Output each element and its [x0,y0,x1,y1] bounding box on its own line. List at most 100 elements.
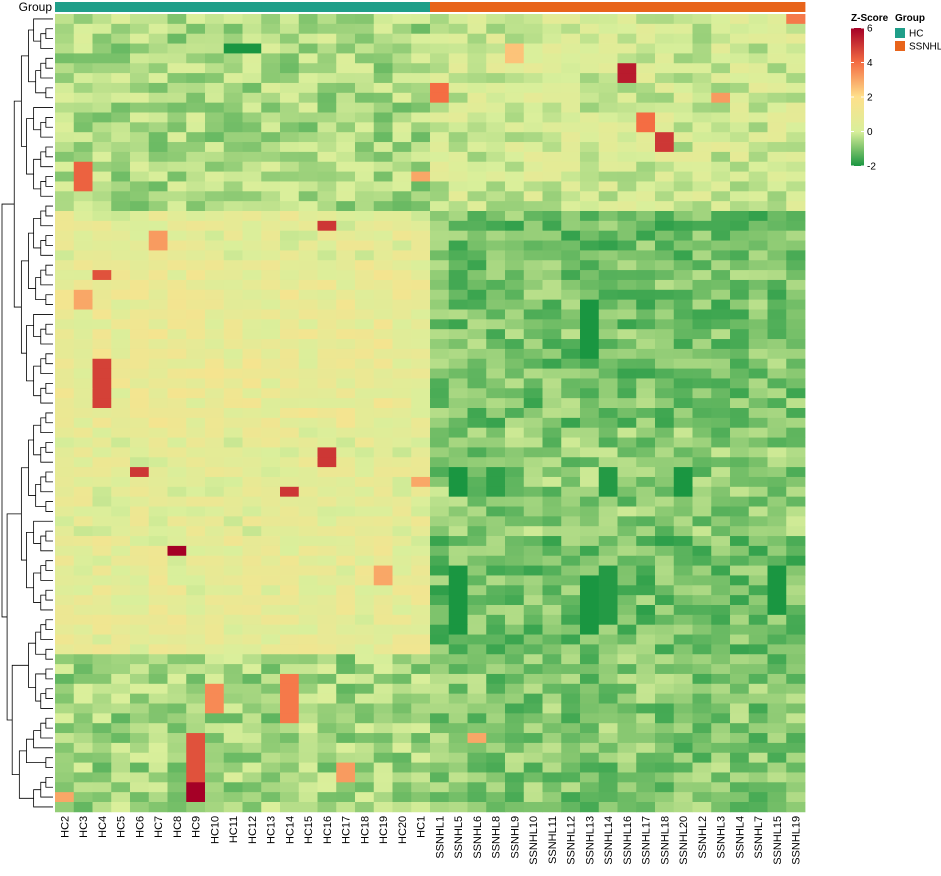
heatmap-cell [73,664,93,675]
heatmap-cell [542,279,562,291]
heatmap-cell [561,762,581,773]
heatmap-cell [467,171,487,182]
heatmap-cell [223,339,243,350]
group-bar-segment [411,2,431,12]
group-bar-segment [242,2,262,12]
heatmap-cell [692,713,712,724]
heatmap-cell [580,565,600,576]
heatmap-cell [467,792,487,803]
heatmap-cell [448,161,468,172]
heatmap-cell [448,151,468,163]
heatmap-cell [298,496,318,507]
heatmap-cell [130,53,150,64]
heatmap-cell [336,319,356,330]
heatmap-cell [598,191,618,202]
heatmap-cell [767,151,787,163]
heatmap-cell [692,151,712,163]
heatmap-cell [280,378,300,389]
heatmap-cell [561,595,581,606]
heatmap-cell [242,467,262,478]
heatmap-cell [786,151,806,163]
heatmap-cell [298,644,318,655]
heatmap-cell [355,398,375,409]
heatmap-cell [448,526,468,537]
heatmap-cell [280,201,300,212]
heatmap-cell [148,595,168,606]
heatmap-cell [636,23,656,35]
heatmap-cell [486,644,506,655]
heatmap-cell [430,23,450,35]
heatmap-cell [711,220,731,232]
heatmap-cell [748,565,768,576]
heatmap-cell [373,654,393,665]
heatmap-cell [223,545,243,557]
heatmap-cell [92,299,112,310]
heatmap-cell [561,132,581,143]
heatmap-cell [430,506,450,517]
heatmap-cell [392,427,412,438]
heatmap-cell [711,329,731,340]
heatmap-cell [111,762,131,773]
heatmap-cell [561,260,581,271]
heatmap-cell [523,132,543,143]
heatmap-cell [711,457,731,468]
heatmap-cell [636,476,656,488]
heatmap-cell [167,526,187,537]
heatmap-cell [542,358,562,369]
heatmap-cell [317,279,337,291]
heatmap-cell [111,605,131,616]
heatmap-cell [523,23,543,35]
heatmap-cell [448,260,468,271]
heatmap-cell [167,673,187,685]
heatmap-cell [205,476,225,488]
heatmap-cell [430,565,450,576]
heatmap-cell [148,772,168,783]
heatmap-cell [336,92,356,104]
heatmap-cell [730,53,750,64]
heatmap-cell [673,171,693,182]
heatmap-cell [467,723,487,734]
heatmap-cell [392,476,412,488]
heatmap-cell [673,476,693,488]
heatmap-cell [55,250,75,261]
heatmap-cell [486,82,506,94]
heatmap-cell [486,693,506,704]
heatmap-cell [55,112,75,123]
heatmap-cell [655,250,675,261]
heatmap-cell [92,742,112,754]
heatmap-cell [167,723,187,734]
heatmap-cell [542,92,562,104]
heatmap-cell [523,43,543,54]
heatmap-cell [542,191,562,202]
heatmap-cell [523,772,543,783]
heatmap-cell [317,762,337,773]
heatmap-cell [430,536,450,547]
heatmap-cell [767,565,787,576]
heatmap-cell [317,250,337,261]
heatmap-cell [411,683,431,695]
heatmap-cell [411,792,431,803]
heatmap-cell [486,683,506,695]
heatmap-cell [523,614,543,626]
heatmap-cell [561,309,581,320]
column-label: SSNHL14 [603,816,615,865]
heatmap-cell [730,703,750,714]
heatmap-cell [223,220,243,232]
heatmap-cell [598,358,618,369]
dendrogram-branch [40,594,53,611]
heatmap-cell [261,43,281,54]
heatmap-cell [411,644,431,655]
heatmap-cell [673,299,693,310]
heatmap-cell [505,457,525,468]
heatmap-cell [767,742,787,754]
heatmap-cell [167,713,187,724]
heatmap-cell [186,752,206,763]
heatmap-cell [317,358,337,369]
heatmap-cell [467,211,487,222]
heatmap-cell [505,201,525,212]
heatmap-cell [748,230,768,241]
heatmap-cell [580,673,600,685]
heatmap-cell [261,644,281,655]
heatmap-cell [617,92,637,104]
heatmap-cell [111,14,131,25]
